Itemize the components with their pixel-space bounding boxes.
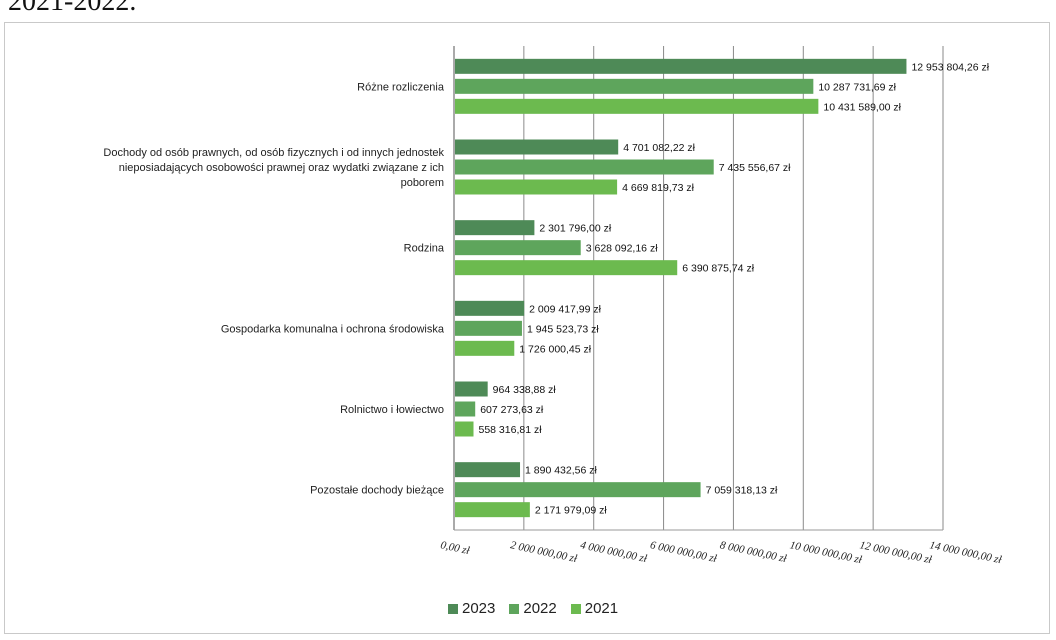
bar-2021 [455, 179, 618, 195]
legend-item: 2022 [509, 600, 557, 617]
category-label: Rolnictwo i łowiectwo [340, 404, 444, 416]
bar-2022 [455, 240, 581, 256]
legend-label: 2021 [584, 600, 619, 617]
data-label: 4 701 082,22 zł [623, 142, 695, 154]
chart-legend: 2023 2022 2021 [448, 600, 618, 617]
bar-2023 [455, 58, 907, 74]
data-label: 4 669 819,73 zł [622, 182, 694, 194]
data-label: 2 171 979,09 zł [535, 505, 607, 517]
bar-2022 [455, 78, 814, 94]
data-label: 10 287 731,69 zł [818, 81, 896, 93]
legend-swatch [448, 603, 458, 614]
data-label: 3 628 092,16 zł [586, 243, 658, 255]
category-label: Gospodarka komunalna i ochrona środowisk… [221, 323, 445, 335]
x-tick-label: 2 000 000,00 zł [509, 539, 579, 565]
data-label: 1 726 000,45 zł [519, 343, 591, 355]
bar-2021 [455, 260, 678, 276]
data-label: 558 316,81 zł [479, 424, 543, 436]
data-label: 1 890 432,56 zł [525, 465, 597, 477]
x-tick-label: 14 000 000,00 zł [928, 539, 1003, 566]
bar-2021 [455, 421, 474, 437]
category-label: Pozostałe dochody bieżące [310, 485, 444, 497]
bar-2023 [455, 462, 521, 478]
bar-chart: 12 953 804,26 zł 10 287 731,69 zł 10 431 5… [103, 46, 1004, 566]
legend-item: 2021 [570, 600, 619, 617]
data-label: 2 009 417,99 zł [529, 303, 601, 315]
legend-label: 2022 [523, 600, 557, 617]
bar-2022 [455, 159, 714, 175]
bar-2021 [455, 98, 819, 114]
bar-2022 [455, 482, 701, 498]
x-tick-label: 8 000 000,00 zł [719, 539, 789, 565]
x-tick-label: 6 000 000,00 zł [649, 539, 719, 565]
category-label: Dochody od osób prawnych, od osób fizycz… [103, 147, 444, 159]
chart-frame [4, 22, 1050, 634]
category-label: Różne rozliczenia [357, 81, 445, 93]
legend-swatch [509, 603, 520, 614]
data-label: 1 945 523,73 zł [527, 323, 599, 335]
data-label: 964 338,88 zł [493, 384, 557, 396]
bar-2023 [455, 220, 535, 236]
bar-2023 [455, 300, 525, 316]
data-label: 607 273,63 zł [480, 404, 544, 416]
data-label: 2 301 796,00 zł [539, 223, 611, 235]
data-label: 7 059 318,13 zł [706, 485, 778, 497]
data-label: 6 390 875,74 zł [682, 263, 754, 275]
category-label: Rodzina [404, 243, 445, 255]
data-label: 12 953 804,26 zł [911, 61, 989, 73]
bar-2021 [455, 502, 530, 518]
x-tick-label: 4 000 000,00 zł [579, 539, 649, 565]
bar-2023 [455, 381, 488, 397]
legend-label: 2023 [462, 600, 496, 617]
page-caption: 2021-2022. [8, 0, 137, 17]
data-label: 10 431 589,00 zł [823, 101, 901, 113]
data-label: 7 435 556,67 zł [719, 162, 791, 174]
category-label: poborem [401, 177, 444, 189]
category-label: nieposiadających osobowości prawnej oraz… [119, 162, 444, 174]
legend-swatch [570, 603, 581, 614]
bar-2022 [455, 401, 476, 417]
bar-2022 [455, 320, 522, 336]
bar-2021 [455, 340, 515, 356]
x-tick-label: 10 000 000,00 zł [789, 539, 864, 566]
bar-2023 [455, 139, 619, 155]
legend-item: 2023 [448, 600, 495, 617]
x-tick-label: 12 000 000,00 zł [859, 539, 934, 566]
x-tick-label: 0,00 zł [439, 539, 471, 557]
